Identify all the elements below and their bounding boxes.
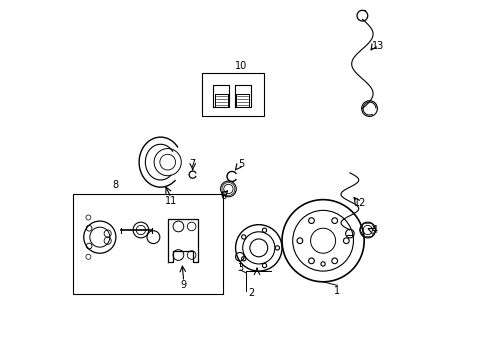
Text: 4: 4 <box>371 225 377 235</box>
Text: 7: 7 <box>189 159 195 169</box>
Text: 3: 3 <box>237 262 243 273</box>
Text: 8: 8 <box>113 180 119 190</box>
Text: 1: 1 <box>334 286 340 296</box>
Bar <box>201 73 264 116</box>
Text: 6: 6 <box>220 191 225 201</box>
Text: 5: 5 <box>237 159 244 169</box>
Text: 11: 11 <box>165 197 177 206</box>
Bar <box>73 194 223 294</box>
Text: 12: 12 <box>354 198 366 208</box>
Text: 10: 10 <box>234 61 246 71</box>
Text: 9: 9 <box>181 280 186 291</box>
Text: 2: 2 <box>248 288 254 297</box>
Text: 13: 13 <box>371 41 384 51</box>
